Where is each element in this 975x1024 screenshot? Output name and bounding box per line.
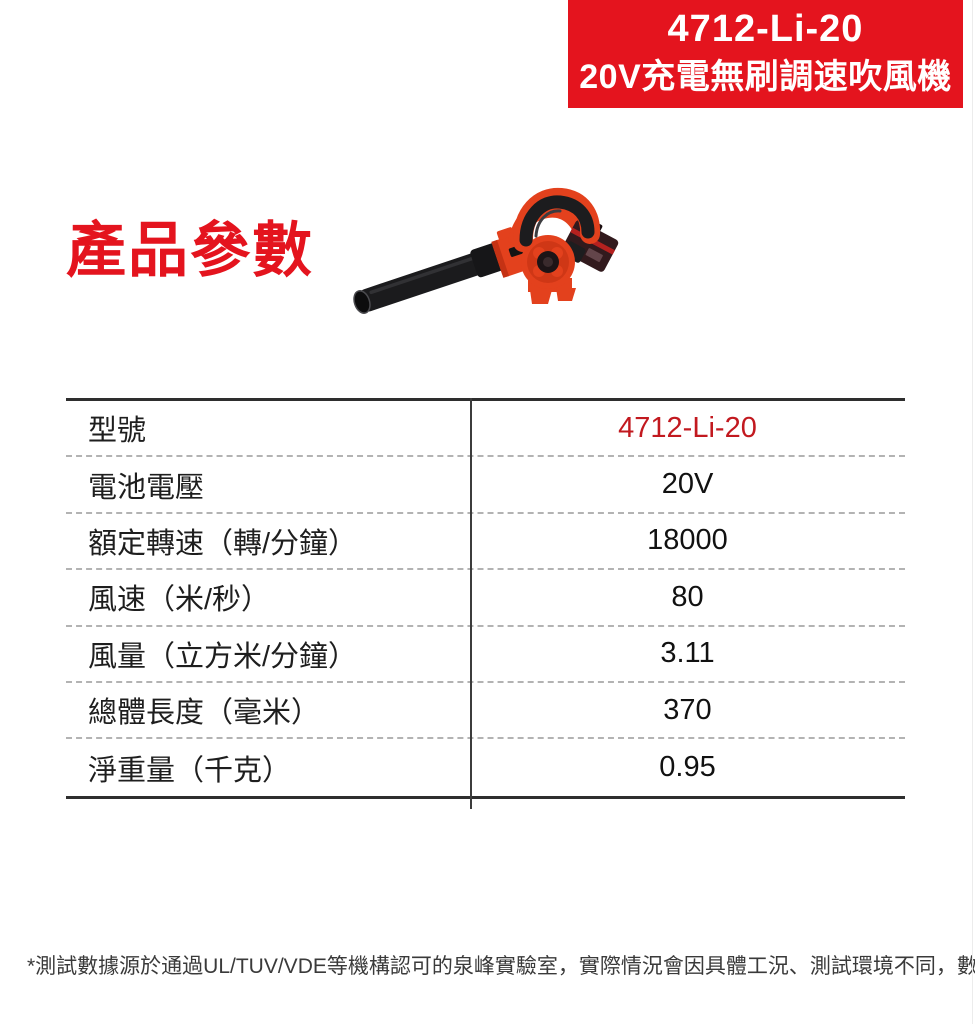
section-title: 產品參數 <box>66 217 314 284</box>
table-column-divider <box>470 398 472 809</box>
blower-handle <box>513 187 601 252</box>
spec-value: 20V <box>661 468 714 501</box>
table-row: 額定轉速（轉/分鐘） 18000 <box>66 514 905 571</box>
spec-label: 電池電壓 <box>88 471 205 504</box>
table-row: 型號 4712-Li-20 <box>66 401 905 458</box>
spec-value: 370 <box>663 693 712 726</box>
spec-label: 淨重量（千克） <box>88 754 292 787</box>
banner-model-number: 4712-Li-20 <box>667 8 864 50</box>
spec-value-model: 4712-Li-20 <box>618 411 757 444</box>
table-row: 風速（米/秒） 80 <box>66 570 905 627</box>
spec-label: 風速（米/秒） <box>88 584 271 617</box>
product-image-blower <box>353 187 619 314</box>
spec-value: 3.11 <box>660 637 715 670</box>
spec-value: 0.95 <box>659 751 716 784</box>
spec-label: 型號 <box>88 415 147 448</box>
banner-product-name: 20V充電無刷調速吹風機 <box>579 58 952 96</box>
disclaimer-footnote: *測試數據源於通過UL/TUV/VDE等機構認可的泉峰實驗室，實際情況會因具體工… <box>27 955 975 978</box>
table-row: 風量（立方米/分鐘） 3.11 <box>66 627 905 683</box>
spec-value: 18000 <box>647 524 728 557</box>
blower-fan-housing <box>521 235 575 289</box>
blower-tube-icon <box>353 241 508 314</box>
spec-value: 80 <box>671 580 704 613</box>
table-row: 淨重量（千克） 0.95 <box>66 739 905 795</box>
model-banner: 4712-Li-20 20V充電無刷調速吹風機 <box>568 0 963 108</box>
spec-label: 總體長度（毫米） <box>88 697 321 730</box>
spec-label: 額定轉速（轉/分鐘） <box>88 527 358 560</box>
spec-label: 風量（立方米/分鐘） <box>88 640 358 673</box>
spec-table: 型號 4712-Li-20 電池電壓 20V 額定轉速（轉/分鐘） 18000 … <box>66 398 905 809</box>
table-row: 電池電壓 20V <box>66 457 905 514</box>
table-row: 總體長度（毫米） 370 <box>66 683 905 740</box>
